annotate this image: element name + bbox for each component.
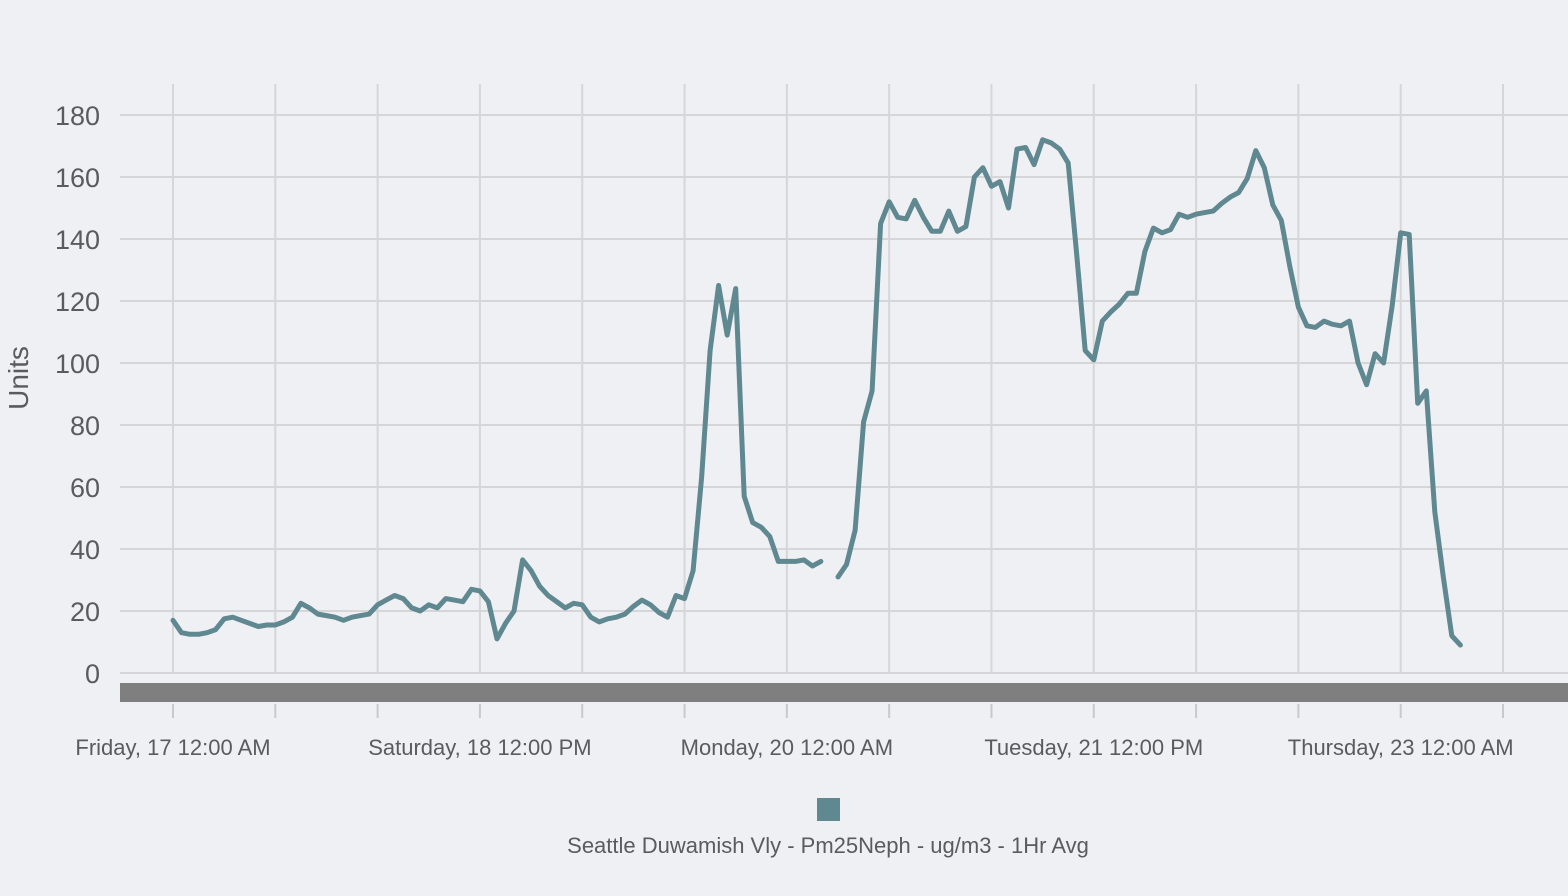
x-tick-marks: [172, 704, 1504, 718]
y-tick-20: 20: [70, 597, 100, 627]
x-tick-labels: Friday, 17 12:00 AM Saturday, 18 12:00 PM…: [75, 735, 1513, 760]
y-tick-0: 0: [85, 659, 100, 689]
x-tick-label-2: Monday, 20 12:00 AM: [681, 735, 893, 760]
y-tick-labels: 0 20 40 60 80 100 120 140 160 180: [55, 101, 100, 689]
y-gridlines: [120, 114, 1568, 674]
series-0-segment-0: [170, 283, 824, 642]
y-tick-120: 120: [55, 287, 100, 317]
y-tick-40: 40: [70, 535, 100, 565]
x-tick-label-4: Thursday, 23 12:00 AM: [1288, 735, 1514, 760]
x-tick-label-1: Saturday, 18 12:00 PM: [368, 735, 591, 760]
y-axis-label: Units: [3, 346, 34, 410]
y-tick-60: 60: [70, 473, 100, 503]
x-tick-label-0: Friday, 17 12:00 AM: [75, 735, 270, 760]
legend-label[interactable]: Seattle Duwamish Vly - Pm25Neph - ug/m3 …: [567, 833, 1089, 858]
x-axis-band: [120, 683, 1568, 702]
y-tick-180: 180: [55, 101, 100, 131]
y-tick-100: 100: [55, 349, 100, 379]
legend-swatch[interactable]: [817, 798, 840, 821]
x-gridlines: [172, 84, 1504, 673]
y-tick-80: 80: [70, 411, 100, 441]
y-tick-140: 140: [55, 225, 100, 255]
x-tick-label-3: Tuesday, 21 12:00 PM: [984, 735, 1203, 760]
series-lines: [170, 137, 1463, 648]
y-tick-160: 160: [55, 163, 100, 193]
series-0-segment-1: [835, 137, 1463, 648]
